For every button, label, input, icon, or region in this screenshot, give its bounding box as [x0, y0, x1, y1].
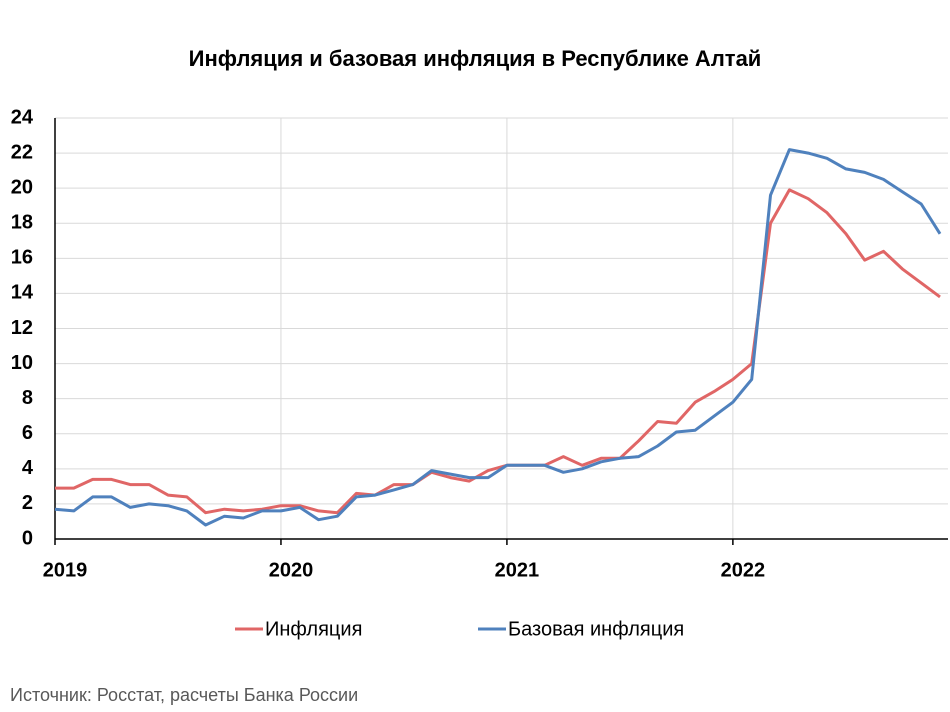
- y-tick-label: 18: [11, 212, 33, 234]
- x-tick-label: 2022: [721, 559, 766, 581]
- legend-label: Базовая инфляция: [508, 618, 684, 640]
- y-tick-label: 16: [11, 247, 33, 269]
- x-tick-label: 2020: [269, 559, 314, 581]
- y-tick-label: 14: [11, 282, 34, 304]
- series-line: [54, 148, 942, 527]
- source-note: Источник: Росстат, расчеты Банка России: [10, 685, 358, 705]
- y-tick-label: 24: [11, 106, 34, 128]
- chart-title: Инфляция и базовая инфляция в Республике…: [189, 46, 762, 71]
- y-tick-label: 0: [22, 527, 33, 549]
- y-tick-label: 8: [22, 387, 33, 409]
- series-line: [55, 188, 941, 515]
- y-tick-label: 12: [11, 317, 33, 339]
- y-tick-label: 4: [22, 457, 34, 479]
- legend-label: Инфляция: [265, 618, 362, 640]
- y-tick-label: 2: [22, 492, 33, 514]
- x-tick-label: 2021: [495, 559, 540, 581]
- y-tick-label: 6: [22, 422, 33, 444]
- y-tick-label: 20: [11, 176, 33, 198]
- y-tick-label: 22: [11, 141, 33, 163]
- x-tick-label: 2019: [43, 559, 88, 581]
- y-tick-label: 10: [11, 352, 33, 374]
